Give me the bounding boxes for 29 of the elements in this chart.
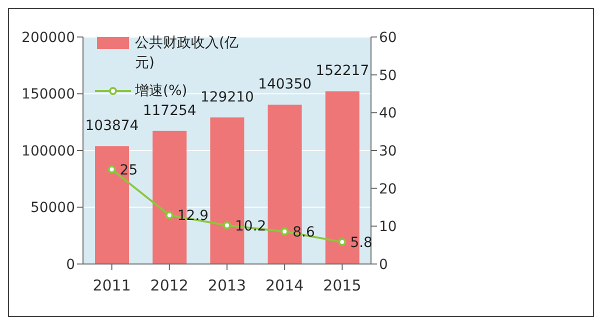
y2-tick-label: 10	[379, 219, 397, 236]
y2-tick-label: 30	[379, 143, 397, 160]
y2-tick-label: 60	[379, 30, 397, 46]
x-tick-label: 2014	[266, 276, 304, 295]
x-tick-label: 2013	[208, 276, 246, 295]
y-tick-label: 50000	[30, 200, 75, 216]
point	[338, 238, 346, 246]
point	[223, 221, 231, 230]
y2-tick-label: 50	[379, 68, 397, 84]
y2-tick-label: 20	[379, 181, 397, 198]
y-tick-label: 0	[66, 256, 75, 273]
point	[280, 227, 289, 236]
y-tick-label: 150000	[22, 86, 75, 103]
data-label: 140350	[258, 76, 312, 93]
data-label: 103874	[85, 118, 139, 134]
data-label: 129210	[200, 89, 254, 106]
point	[165, 211, 174, 220]
y2-tick-label: 40	[379, 106, 397, 122]
x-tick-label: 2011	[92, 276, 131, 295]
y-tick-label: 200000	[22, 30, 75, 46]
x-tick-label: 2012	[150, 276, 188, 295]
y-tick-label: 100000	[22, 143, 75, 160]
point	[108, 165, 116, 174]
data-label: 152217	[316, 63, 370, 80]
x-tick-label: 2015	[323, 276, 362, 295]
y2-tick-label: 0	[379, 256, 388, 273]
legend-label: 公共财政收入(亿元)	[135, 34, 240, 73]
legend-label: 增速(%)	[135, 82, 188, 101]
data-label: 117254	[142, 102, 196, 119]
